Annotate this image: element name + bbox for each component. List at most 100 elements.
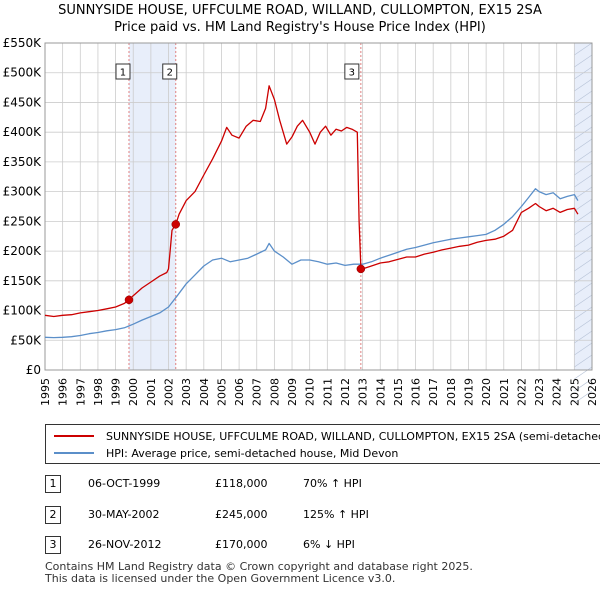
shaded-period-1 [574,43,592,370]
chart-subtitle: Price paid vs. HM Land Registry's House … [114,20,486,35]
y-tick-label: £400K [3,125,43,139]
future-hatch-line [574,138,593,152]
future-hatch-line [574,102,593,116]
x-tick-label: 1998 [92,378,105,406]
y-tick-label: £0 [26,363,41,377]
legend-swatch-hpi [54,452,94,454]
future-hatch-line [574,150,593,164]
x-tick-label: 2013 [357,378,370,406]
sale-hpi-change: 6% ↓ HPI [303,538,355,551]
x-tick-label: 2003 [180,378,193,406]
future-hatch-line [574,78,593,92]
x-tick-label: 2007 [251,378,264,406]
future-hatch-line [574,318,593,332]
legend: SUNNYSIDE HOUSE, UFFCULME ROAD, WILLAND,… [45,424,600,464]
x-tick-label: 2009 [286,378,299,406]
future-hatch-line [574,378,593,392]
footer-copyright: Contains HM Land Registry data © Crown c… [45,560,473,573]
sale-point [356,264,366,274]
future-hatch-line [574,354,593,368]
future-hatch-line [574,54,593,68]
legend-item-hpi: HPI: Average price, semi-detached house,… [54,445,398,461]
y-tick-label: £500K [3,66,43,80]
x-tick-label: 2000 [127,378,140,406]
sale-label-box: 2 [162,63,178,80]
table-row: 3 26-NOV-2012 £170,000 6% ↓ HPI [45,536,465,554]
x-tick-label: 2014 [374,378,387,406]
x-tick-label: 2011 [321,378,334,406]
sale-label-box: 3 [344,63,360,80]
sale-number-badge: 3 [45,536,61,554]
x-tick-label: 2010 [304,378,317,406]
hpi-series-line [44,188,579,339]
y-tick-label: £550K [3,36,43,50]
y-tick-label: £350K [3,155,43,169]
x-tick-label: 2015 [392,378,405,406]
sale-date: 26-NOV-2012 [88,538,162,551]
sale-label-text: 2 [167,68,173,79]
future-hatch-line [574,282,593,296]
x-tick-label: 2023 [533,378,546,406]
x-tick-label: 1995 [39,378,52,406]
future-hatch-line [574,246,593,260]
x-tick-label: 2024 [551,378,564,406]
future-hatch-line [574,234,593,248]
sale-date: 30-MAY-2002 [88,508,160,521]
x-tick-label: 1997 [74,378,87,406]
x-tick-label: 2006 [233,378,246,406]
x-tick-label: 1996 [57,378,70,406]
sale-label-frame [115,63,131,80]
price-chart: 1995 1996 1997 1998 1999 2000 2001 2002 2003 2004… [3,36,599,406]
sale-label-text: 1 [120,68,126,79]
future-hatch-line [574,162,593,176]
sale-label-text: 3 [349,68,355,79]
sale-label-box: 1 [115,63,131,80]
future-hatch-line [574,90,593,104]
x-tick-label: 2008 [268,378,281,406]
y-tick-label: £450K [3,95,43,109]
sale-point [124,295,134,305]
future-hatch-line [574,366,593,380]
x-tick-label: 1999 [110,378,123,406]
property-series-line [44,85,579,318]
x-tick-label: 2020 [480,378,493,406]
sale-number-badge: 2 [45,506,61,524]
future-hatch-line [574,114,593,128]
future-hatch-line [574,342,593,356]
x-tick-label: 2018 [445,378,458,406]
sale-price: £245,000 [215,508,268,521]
future-hatch-line [574,198,593,212]
future-hatch-line [574,330,593,344]
x-tick-label: 2005 [215,378,228,406]
sale-price: £170,000 [215,538,268,551]
x-tick-label: 2017 [427,378,440,406]
chart-title: SUNNYSIDE HOUSE, UFFCULME ROAD, WILLAND,… [58,3,542,18]
table-row: 2 30-MAY-2002 £245,000 125% ↑ HPI [45,506,465,524]
future-hatch-line [574,126,593,140]
x-tick-label: 2026 [586,378,599,406]
x-tick-label: 2022 [515,378,528,406]
legend-label-property: SUNNYSIDE HOUSE, UFFCULME ROAD, WILLAND,… [106,429,600,443]
future-hatch-line [574,258,593,272]
y-tick-label: £300K [3,185,43,199]
legend-label-hpi: HPI: Average price, semi-detached house,… [106,446,399,460]
plot-frame [44,42,593,371]
future-hatch-line [574,306,593,320]
x-tick-label: 2001 [145,378,158,406]
sale-point [171,220,181,229]
y-tick-label: £50K [10,333,42,347]
legend-item-property: SUNNYSIDE HOUSE, UFFCULME ROAD, WILLAND,… [54,428,600,444]
x-tick-label: 2021 [498,378,511,406]
future-hatch-line [574,42,593,56]
sale-label-frame [162,63,178,80]
sale-date: 06-OCT-1999 [88,477,161,490]
y-tick-label: £100K [3,304,43,318]
legend-swatch-property [54,435,94,437]
plot-area [45,43,592,370]
x-tick-label: 2012 [339,378,352,406]
x-tick-label: 2025 [568,378,581,406]
sale-price: £118,000 [215,477,268,490]
future-hatch-line [574,186,593,200]
future-hatch-line [574,390,593,404]
footer-licence: This data is licensed under the Open Gov… [45,572,396,585]
